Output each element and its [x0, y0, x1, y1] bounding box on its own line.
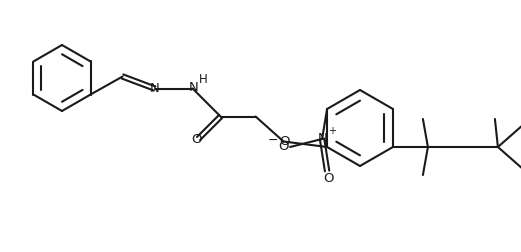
Text: O: O	[278, 141, 288, 153]
Text: H: H	[199, 73, 208, 86]
Text: O: O	[279, 135, 290, 148]
Text: N: N	[189, 81, 199, 94]
Text: N: N	[150, 82, 159, 95]
Text: N: N	[318, 133, 328, 145]
Text: −: −	[268, 134, 278, 146]
Text: O: O	[191, 133, 202, 146]
Text: O: O	[323, 173, 333, 185]
Text: +: +	[328, 126, 336, 136]
